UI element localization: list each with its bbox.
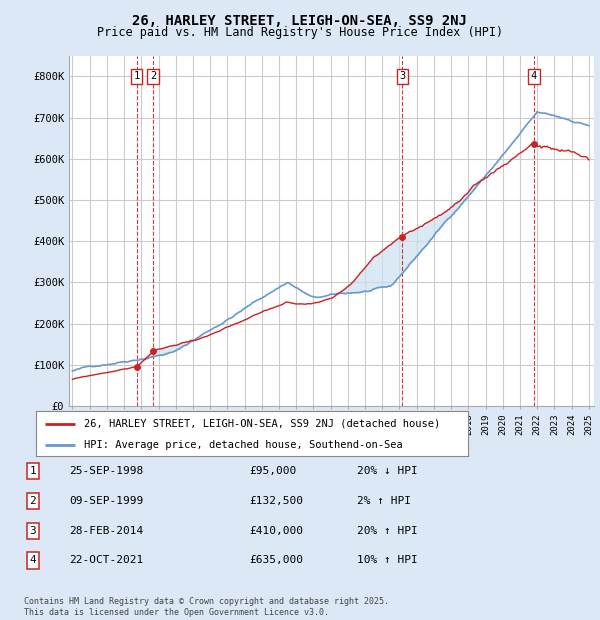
Text: 1: 1 xyxy=(134,71,140,81)
Text: 28-FEB-2014: 28-FEB-2014 xyxy=(69,526,143,536)
Text: Contains HM Land Registry data © Crown copyright and database right 2025.
This d: Contains HM Land Registry data © Crown c… xyxy=(24,598,389,617)
Text: 2% ↑ HPI: 2% ↑ HPI xyxy=(357,496,411,506)
Text: 26, HARLEY STREET, LEIGH-ON-SEA, SS9 2NJ (detached house): 26, HARLEY STREET, LEIGH-ON-SEA, SS9 2NJ… xyxy=(83,418,440,428)
Text: 09-SEP-1999: 09-SEP-1999 xyxy=(69,496,143,506)
Text: 25-SEP-1998: 25-SEP-1998 xyxy=(69,466,143,476)
Text: 2: 2 xyxy=(29,496,37,506)
Text: £95,000: £95,000 xyxy=(249,466,296,476)
Text: 10% ↑ HPI: 10% ↑ HPI xyxy=(357,556,418,565)
Text: 20% ↑ HPI: 20% ↑ HPI xyxy=(357,526,418,536)
Text: 22-OCT-2021: 22-OCT-2021 xyxy=(69,556,143,565)
Text: 4: 4 xyxy=(29,556,37,565)
Text: 26, HARLEY STREET, LEIGH-ON-SEA, SS9 2NJ: 26, HARLEY STREET, LEIGH-ON-SEA, SS9 2NJ xyxy=(133,14,467,28)
Text: £410,000: £410,000 xyxy=(249,526,303,536)
Text: £635,000: £635,000 xyxy=(249,556,303,565)
Text: 1: 1 xyxy=(29,466,37,476)
Text: 2: 2 xyxy=(150,71,156,81)
Text: 4: 4 xyxy=(531,71,537,81)
Text: HPI: Average price, detached house, Southend-on-Sea: HPI: Average price, detached house, Sout… xyxy=(83,440,402,450)
Text: 3: 3 xyxy=(29,526,37,536)
Text: 20% ↓ HPI: 20% ↓ HPI xyxy=(357,466,418,476)
Text: 3: 3 xyxy=(399,71,406,81)
Text: Price paid vs. HM Land Registry's House Price Index (HPI): Price paid vs. HM Land Registry's House … xyxy=(97,26,503,39)
Text: £132,500: £132,500 xyxy=(249,496,303,506)
